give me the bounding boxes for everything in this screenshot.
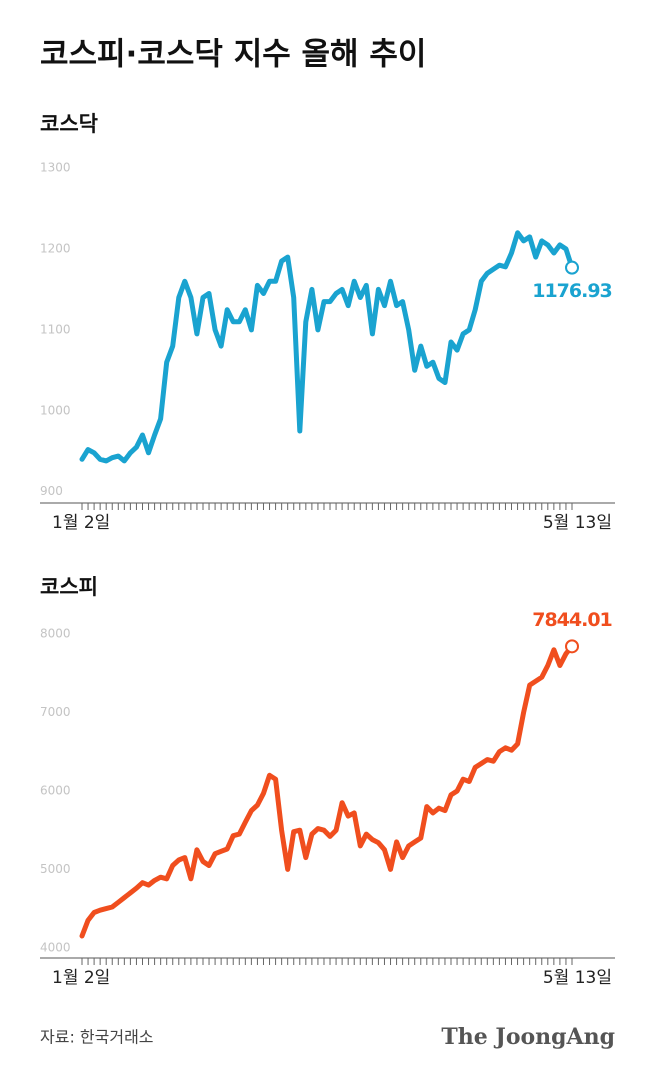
y-tick-label: 1300 [40,161,71,175]
value-label: 7844.01 [532,609,612,631]
chart-subtitle: 코스피 [40,575,98,599]
y-tick-label: 1000 [40,403,71,417]
x-tick-label: 1월 2일 [52,968,110,988]
x-tick-label: 1월 2일 [52,513,110,533]
y-tick-label: 8000 [40,627,71,641]
line [79,643,575,939]
brand: The JoongAng [441,1024,615,1050]
y-tick-label: 4000 [40,940,71,954]
x-tick-label: 5월 13일 [543,513,612,533]
y-tick-label: 5000 [40,862,71,876]
y-tick-label: 900 [40,484,63,498]
y-tick-label: 1100 [40,322,71,336]
line [79,230,575,464]
y-tick-label: 6000 [40,783,71,797]
page-title: 코스피·코스닥 지수 올해 추이 [40,37,426,73]
end-marker [565,260,579,275]
value-label: 1176.93 [532,280,612,302]
chart-subtitle: 코스닥 [40,112,98,136]
end-marker [565,639,579,654]
source: 자료: 한국거래소 [40,1028,154,1047]
y-tick-label: 7000 [40,705,71,719]
x-tick-label: 5월 13일 [543,968,612,988]
y-tick-label: 1200 [40,241,71,255]
